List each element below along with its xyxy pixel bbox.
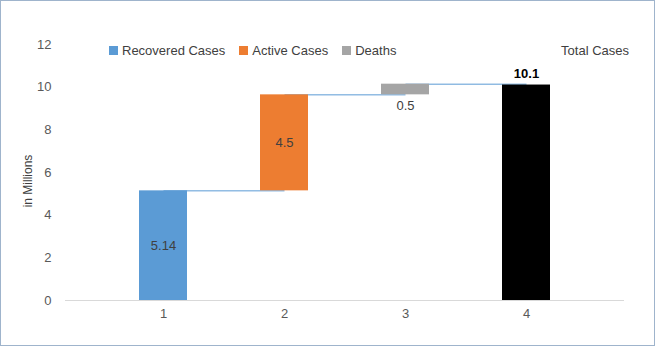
svg-text:1: 1 [160, 306, 167, 321]
svg-text:10.1: 10.1 [514, 66, 539, 81]
svg-text:5.14: 5.14 [151, 238, 176, 253]
svg-text:8: 8 [44, 122, 51, 137]
html-text:Active Cases: Active Cases [252, 42, 329, 58]
svg-text:10: 10 [37, 79, 51, 94]
html-text:Recovered Cases: Recovered Cases [122, 42, 226, 58]
svg-text:4.5: 4.5 [275, 135, 293, 150]
html-text:Deaths: Deaths [355, 42, 397, 58]
html-text:Total Cases: Total Cases [561, 42, 629, 58]
svg-text:4: 4 [44, 207, 51, 222]
svg-text:12: 12 [37, 37, 51, 52]
svg-text:6: 6 [44, 165, 51, 180]
svg-text:0: 0 [44, 293, 51, 308]
svg-text:2: 2 [281, 306, 288, 321]
svg-text:3: 3 [402, 306, 409, 321]
svg-text:0.5: 0.5 [396, 98, 414, 113]
html-text:in Millions: in Millions [21, 154, 35, 208]
svg-text:2: 2 [44, 250, 51, 265]
svg-text:4: 4 [523, 306, 530, 321]
